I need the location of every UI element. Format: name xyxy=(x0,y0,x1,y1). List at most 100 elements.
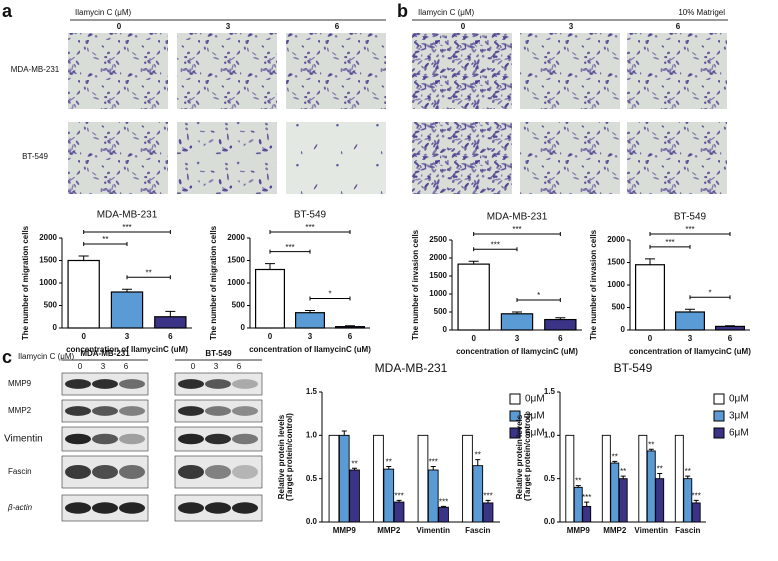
bar xyxy=(691,502,701,523)
x-tick-label: 3 xyxy=(308,332,313,341)
blot-band xyxy=(232,502,258,514)
significance-label: * xyxy=(537,291,540,300)
y-tick-label: 0.5 xyxy=(306,474,318,483)
legend-swatch xyxy=(509,427,521,439)
x-tick-label: MMP2 xyxy=(377,526,401,535)
y-axis-label: The number of invasion cells xyxy=(589,229,598,340)
x-tick-label: MMP9 xyxy=(333,526,357,535)
y-tick-label: 1500 xyxy=(607,258,625,267)
error-bar xyxy=(685,308,695,312)
error-bar xyxy=(725,325,735,327)
significance-bracket xyxy=(269,230,351,234)
blot-band xyxy=(65,464,91,480)
x-tick-label: 3 xyxy=(125,332,130,341)
y-tick-label: 0 xyxy=(241,323,246,332)
x-tick-label: Vimentin xyxy=(416,526,450,535)
significance-label: *** xyxy=(665,238,674,247)
significance-label: ** xyxy=(685,467,691,476)
significance-label: *** xyxy=(685,225,694,234)
error-bar xyxy=(352,467,358,470)
x-tick-label: MMP2 xyxy=(603,526,627,535)
blot-band xyxy=(205,379,231,389)
dose-label: 0 xyxy=(191,362,196,371)
micrograph xyxy=(627,33,727,109)
panel-label: b xyxy=(397,1,408,21)
bar xyxy=(714,325,745,331)
significance-label: ** xyxy=(102,235,108,244)
error-bar xyxy=(475,459,481,466)
significance-label: *** xyxy=(429,458,438,467)
y-tick-label: 1000 xyxy=(607,280,625,289)
error-bar xyxy=(265,263,275,270)
y-axis-label: The number of invasion cells xyxy=(411,229,420,340)
blot-band xyxy=(178,406,204,416)
x-tick-label: 6 xyxy=(348,332,353,341)
y-tick-label: 1000 xyxy=(429,289,447,298)
error-bar xyxy=(685,475,691,479)
x-tick-label: 0 xyxy=(471,334,476,343)
bar xyxy=(393,501,405,523)
error-bar xyxy=(512,311,522,314)
error-bar xyxy=(441,505,447,508)
blot-band xyxy=(205,502,231,514)
significance-bracket xyxy=(649,244,691,249)
protein-label: Fascin xyxy=(8,467,32,476)
chart-title: BT-549 xyxy=(614,361,653,375)
blot-band xyxy=(92,379,118,389)
bar xyxy=(438,506,449,523)
dose-label: 6 xyxy=(335,22,340,31)
y-axis-label: The number of migration cells xyxy=(21,225,30,340)
x-tick-label: 3 xyxy=(515,334,520,343)
significance-label: *** xyxy=(483,491,492,500)
micrograph xyxy=(520,122,620,194)
error-bar xyxy=(468,260,479,265)
cell-line-label: BT-549 xyxy=(205,349,232,358)
significance-label: ** xyxy=(657,465,663,474)
error-bar xyxy=(612,460,618,464)
blot-band xyxy=(119,433,145,445)
micrograph xyxy=(412,33,512,109)
y-tick-label: 1.5 xyxy=(544,387,556,396)
bar xyxy=(618,478,628,523)
y-tick-label: 2000 xyxy=(39,233,57,242)
dose-label: 3 xyxy=(101,362,106,371)
y-axis-label: Relative protein levels xyxy=(515,414,524,499)
chart-title: MDA-MB-231 xyxy=(487,212,548,223)
x-axis-label: concentration of IlamycinC (uM) xyxy=(629,347,751,356)
blot-band xyxy=(178,379,204,389)
significance-bracket xyxy=(649,232,731,236)
error-bar xyxy=(555,317,566,320)
error-bar xyxy=(657,472,663,479)
bar xyxy=(482,502,494,523)
blot-band xyxy=(232,464,258,480)
x-tick-label: 0 xyxy=(268,332,273,341)
significance-bracket xyxy=(126,275,171,280)
bar xyxy=(349,469,360,523)
dose-label: 6 xyxy=(124,362,129,371)
cell-line-label: BT-549 xyxy=(22,152,48,161)
x-axis-label: concentration of IlamycinC (uM) xyxy=(66,345,188,354)
y-tick-label: 1000 xyxy=(227,278,245,287)
significance-bracket xyxy=(473,247,518,252)
significance-label: ** xyxy=(648,440,654,449)
bar xyxy=(335,326,366,329)
significance-bracket xyxy=(83,230,171,234)
y-tick-label: 1500 xyxy=(227,256,245,265)
error-bar xyxy=(584,501,590,507)
blot-band xyxy=(232,433,258,445)
chart-title: MDA-MB-231 xyxy=(97,210,158,221)
blot-band xyxy=(65,379,91,389)
error-bar xyxy=(648,448,654,451)
bar xyxy=(646,450,656,523)
bar xyxy=(255,268,286,329)
legend-swatch xyxy=(713,427,725,439)
bar xyxy=(338,434,350,523)
blot-band xyxy=(92,502,118,514)
bar xyxy=(472,465,484,523)
error-bar xyxy=(396,499,402,503)
significance-label: ** xyxy=(351,459,357,468)
x-tick-label: 0 xyxy=(648,334,653,343)
blot-band xyxy=(119,406,145,416)
